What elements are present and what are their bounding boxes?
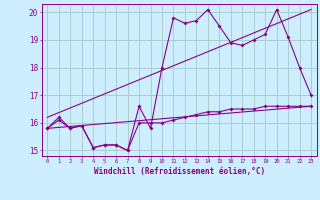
X-axis label: Windchill (Refroidissement éolien,°C): Windchill (Refroidissement éolien,°C) xyxy=(94,167,265,176)
